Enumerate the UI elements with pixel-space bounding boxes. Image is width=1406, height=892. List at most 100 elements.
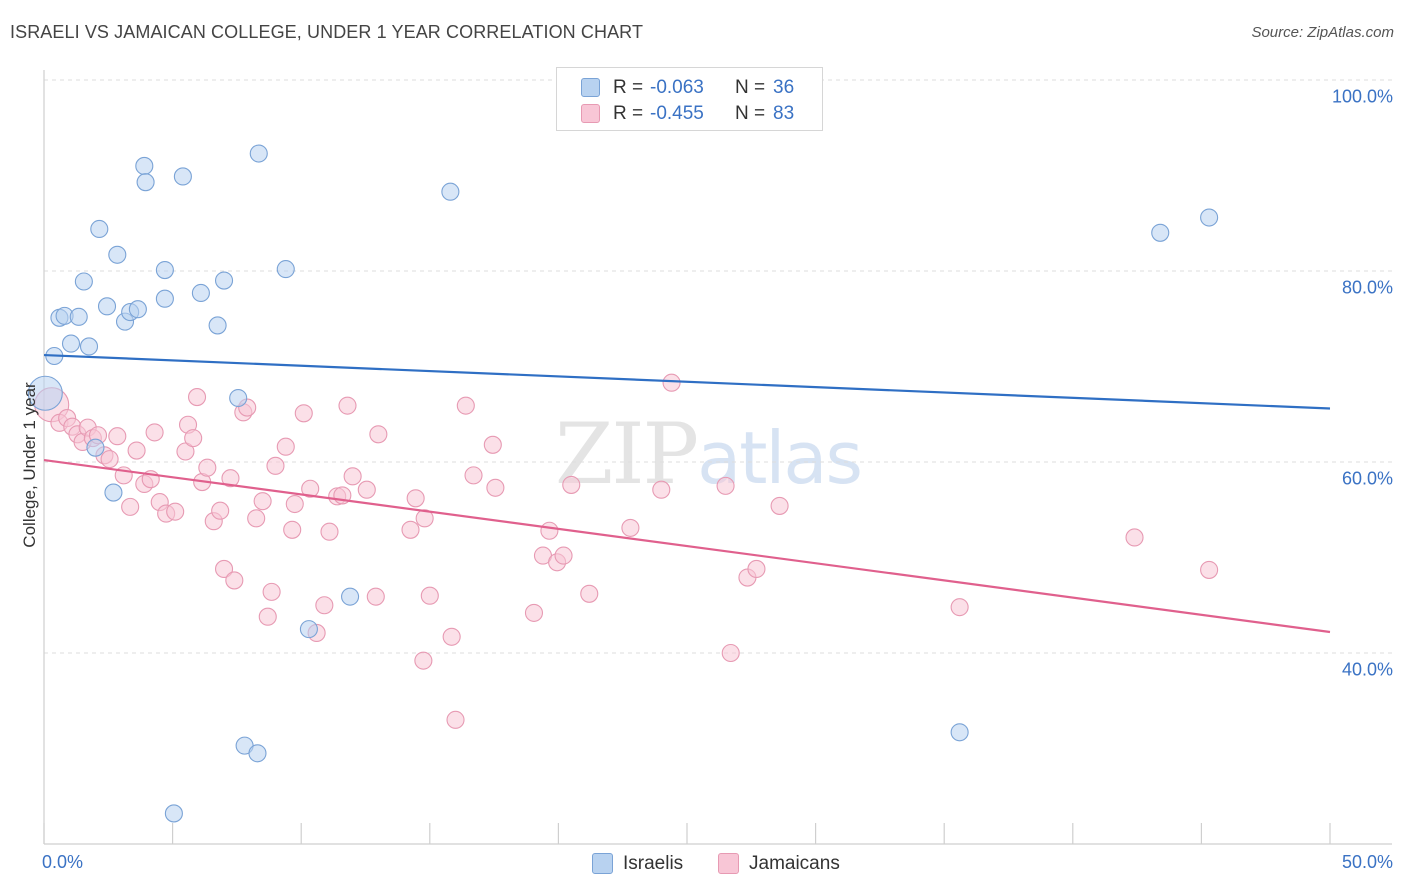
jamaicans-point [562,475,581,494]
legend-label-jamaicans: Jamaicans [749,853,840,874]
jamaicans-point [225,571,244,590]
trend-layer [43,353,1331,634]
jamaicans-point [621,518,640,537]
y-tick-label-100: 100.0% [1331,86,1393,107]
jamaicans-point [198,458,217,477]
israelis-point [164,804,183,823]
x-tick-label-min: 0.0% [42,852,84,872]
jamaicans-point [950,598,969,617]
jamaicans-swatch [581,104,600,123]
jamaicans-point [1200,560,1219,579]
correlation-legend: R = -0.063 N = 36 R = -0.455 N = 83 [556,67,823,131]
israelis-point [79,337,99,356]
israelis-point [61,334,81,353]
jamaicans-point [406,489,425,508]
jamaicans-point [415,509,434,528]
grid-layer [44,79,1392,654]
y-axis-label: College, Under 1 year [20,382,39,548]
israelis-point [1151,223,1170,242]
chart-title: ISRAELI VS JAMAICAN COLLEGE, UNDER 1 YEA… [10,22,644,42]
israelis-point [950,723,969,742]
israelis-point [214,271,234,290]
jamaicans-point [211,501,230,520]
israelis-point [248,744,267,763]
jamaicans-trend-line [43,458,1331,634]
jamaicans-point [464,466,483,485]
jamaicans-point [486,478,505,497]
jamaicans-point [366,587,385,606]
legend-row-jamaicans: R = -0.455 N = 83 [557,102,822,126]
jamaicans-point [187,388,207,407]
legend-n-label: N = [735,77,766,98]
jamaicans-point [145,423,164,442]
israelis-point [191,283,210,303]
jamaicans-point [253,492,272,511]
israelis-point [229,388,248,408]
legend-n-value: 83 [773,103,795,124]
jamaicans-point [100,450,119,469]
israelis-swatch [581,78,600,97]
israelis-point [155,289,174,308]
jamaicans-point [357,480,376,499]
jamaicans-point [456,396,475,415]
jamaicans-point [369,425,388,444]
legend-r-value: -0.063 [650,77,704,98]
israelis-point [74,272,93,291]
legend-n-value: 36 [773,77,795,98]
jamaicans-point [524,603,544,622]
legend-r-value: -0.455 [650,103,704,124]
israelis-point [155,260,174,280]
jamaicans-point [127,441,146,460]
jamaicans-point [294,404,313,423]
jamaicans-point [247,509,266,528]
jamaicans-point [420,586,439,605]
jamaicans-point [414,651,433,670]
jamaicans-point [221,469,240,488]
israelis-point [104,483,123,502]
y-tick-label-40: 40.0% [1341,659,1393,680]
jamaicans-point [652,480,671,499]
jamaicans-point [283,520,302,539]
jamaicans-point [184,429,203,448]
israelis-trend-line [43,353,1331,410]
israelis-point [69,307,88,326]
jamaicans-point [285,494,304,514]
israelis-point [173,167,192,186]
x-tick-label-max: 50.0% [1341,852,1393,872]
jamaicans-point [747,559,766,579]
israelis-point [299,620,318,639]
jamaicans-point [446,710,465,729]
israelis-point [249,144,268,163]
israelis-point [97,297,117,316]
israelis-point [276,260,295,279]
israelis-point [128,300,147,319]
jamaicans-point [721,643,740,663]
jamaicans-point [770,496,789,515]
series-legend: Israelis Jamaicans [0,852,1406,876]
jamaicans-point [214,559,234,579]
jamaicans-point [662,373,681,392]
israelis-point [27,375,63,411]
israelis-point [86,438,105,457]
israelis-legend-swatch [592,853,613,874]
legend-label-israelis: Israelis [623,853,684,874]
jamaicans-point [442,627,461,646]
israelis-point [135,156,154,175]
jamaicans-point [276,437,295,456]
jamaicans-point [262,582,281,601]
israelis-point [108,245,127,264]
jamaicans-point [121,497,140,516]
jamaicans-point [315,596,334,615]
jamaicans-point [176,442,195,461]
jamaicans-point [166,502,185,521]
israelis-point [136,173,155,192]
jamaicans-point [266,456,285,475]
jamaicans-point [554,546,573,565]
jamaicans-point [320,522,339,541]
points-layer [27,144,1219,823]
jamaicans-point [580,584,599,603]
jamaicans-point [483,435,502,454]
legend-n-label: N = [735,103,766,124]
axis-layer [43,70,1392,845]
